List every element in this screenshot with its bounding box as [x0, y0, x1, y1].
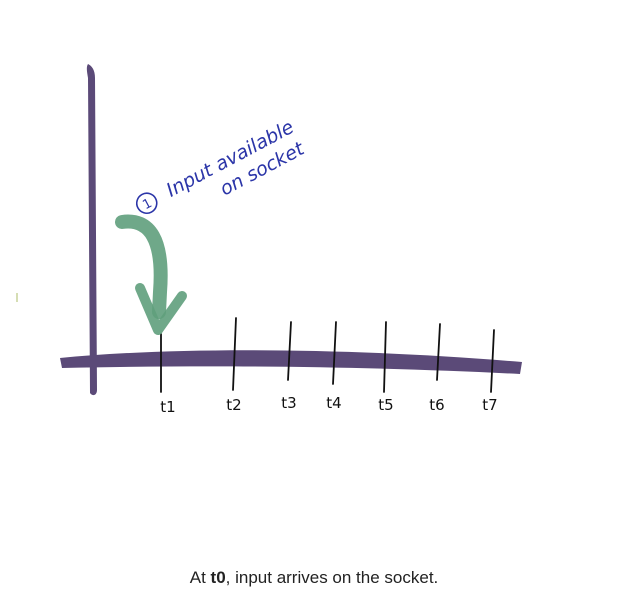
- horizontal-axis: [60, 350, 522, 374]
- tick-label-t7: t7: [482, 396, 497, 414]
- tick-mark-t4: [332, 321, 337, 385]
- tick-marks: [160, 317, 495, 393]
- tick-mark-t5: [383, 321, 387, 393]
- caption-suffix: , input arrives on the socket.: [225, 568, 439, 587]
- tick-mark-t6: [436, 323, 441, 381]
- tick-label-t2: t2: [226, 396, 241, 414]
- tick-mark-t7: [490, 329, 495, 393]
- green-arrow: [115, 214, 187, 335]
- annotation: 1 Input available on socket: [135, 116, 309, 215]
- tick-label-t3: t3: [281, 394, 296, 412]
- timeline-svg: t1 t2 t3 t4 t5 t6 t7 1 Input available o…: [16, 64, 522, 416]
- figure-caption: At t0, input arrives on the socket.: [0, 568, 628, 588]
- annotation-number-circle: [135, 192, 158, 215]
- arrow-head: [135, 283, 187, 335]
- timeline-diagram: t1 t2 t3 t4 t5 t6 t7 1 Input available o…: [16, 64, 522, 416]
- tick-mark-t2: [232, 317, 237, 391]
- caption-prefix: At: [189, 568, 211, 587]
- vertical-axis: [86, 64, 97, 396]
- tick-label-t4: t4: [326, 394, 341, 412]
- tick-label-t5: t5: [378, 396, 393, 414]
- tick-mark-t3: [287, 321, 292, 381]
- tick-label-t1: t1: [160, 398, 175, 416]
- tick-labels: t1 t2 t3 t4 t5 t6 t7: [160, 394, 497, 416]
- caption-bold-term: t0: [210, 568, 226, 587]
- tick-label-t6: t6: [429, 396, 444, 414]
- arrow-shaft: [115, 214, 168, 319]
